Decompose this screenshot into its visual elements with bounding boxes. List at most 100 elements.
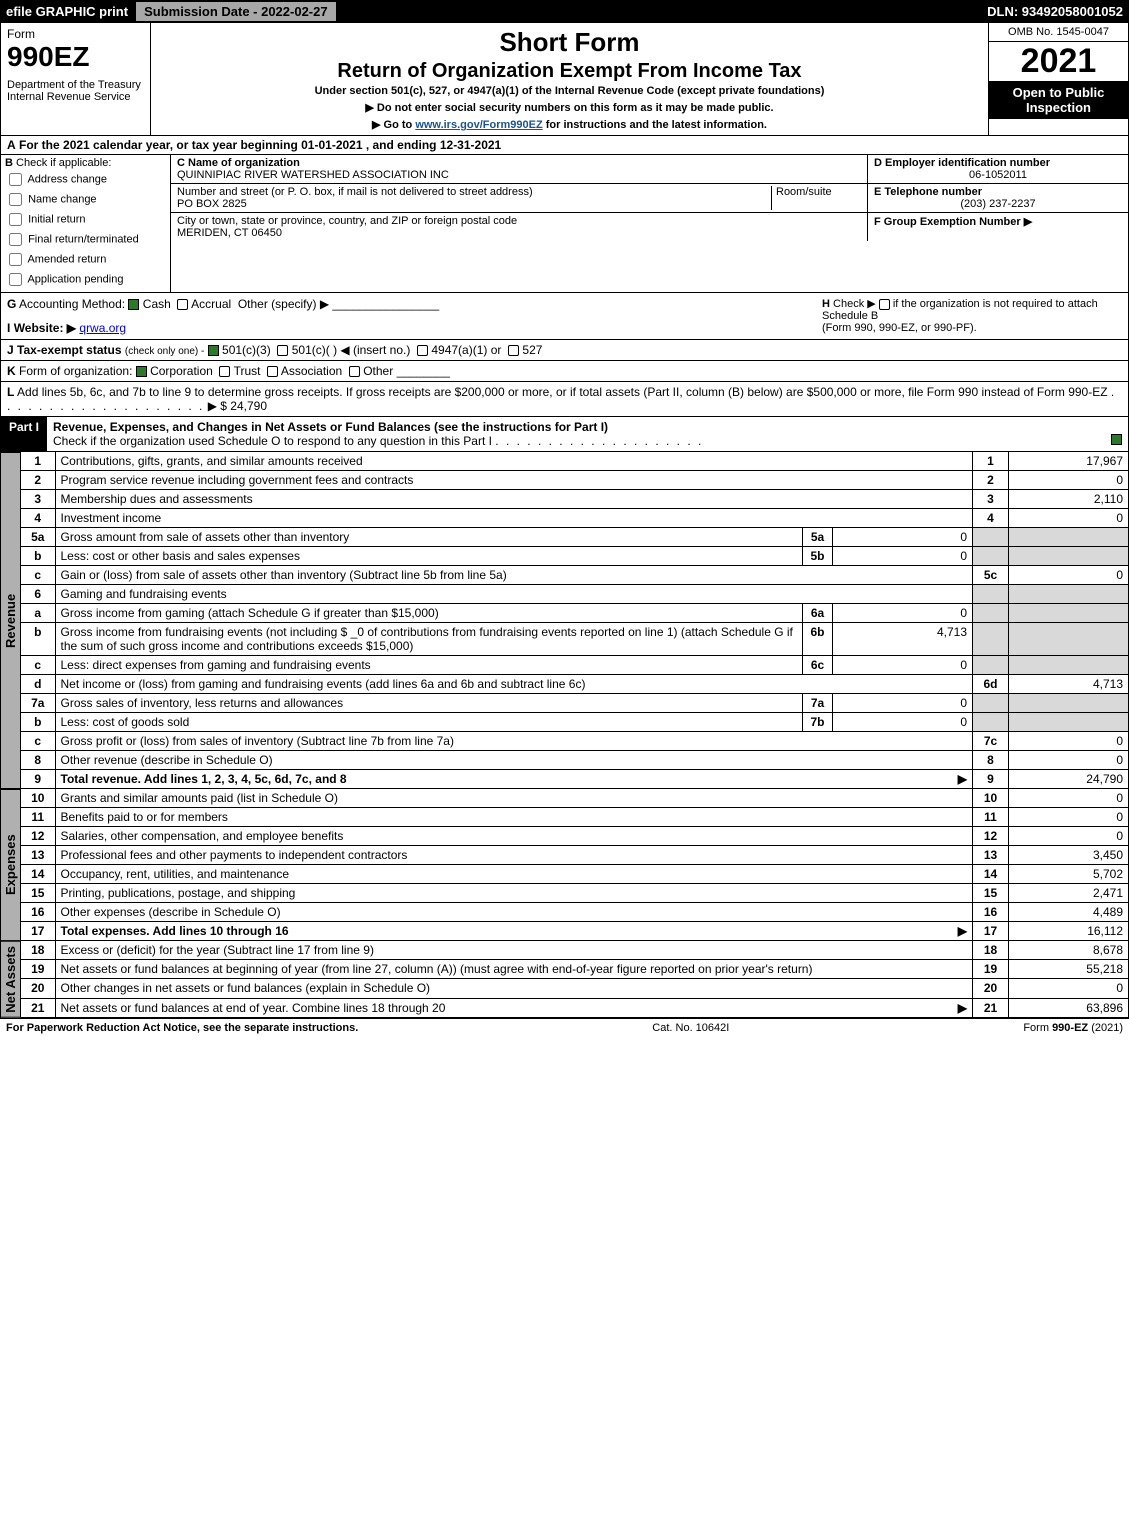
k-o1: Corporation [150,364,213,378]
note-goto: ▶ Go to www.irs.gov/Form990EZ for instru… [159,118,980,131]
rnum-shade [973,623,1009,656]
line-desc: Occupancy, rent, utilities, and maintena… [55,865,973,884]
e-label: E Telephone number [874,186,1122,198]
line-row: cGross profit or (loss) from sales of in… [21,732,1129,751]
right-value: 0 [1009,979,1129,998]
letter-j: J [7,343,14,357]
opt-final-return[interactable]: Final return/terminated [5,230,166,249]
letter-h: H [822,298,830,310]
line-number: 20 [21,979,55,998]
mid-value: 0 [833,547,973,566]
vtab-revenue: Revenue [1,452,21,789]
header-center: Short Form Return of Organization Exempt… [151,23,988,135]
l-amount: 24,790 [230,399,267,413]
revenue-table: 1Contributions, gifts, grants, and simil… [21,452,1129,789]
line-desc: Benefits paid to or for members [55,808,973,827]
irs-link[interactable]: www.irs.gov/Form990EZ [415,119,542,131]
line-row: 12Salaries, other compensation, and empl… [21,827,1129,846]
line-number: 15 [21,884,55,903]
row-k: K Form of organization: Corporation Trus… [0,361,1129,382]
line-number: a [21,604,55,623]
line-number: 1 [21,452,55,471]
rnum-shade [973,547,1009,566]
right-value: 0 [1009,789,1129,808]
line-row: cLess: direct expenses from gaming and f… [21,656,1129,675]
line-desc: Printing, publications, postage, and shi… [55,884,973,903]
letter-g: G [7,297,16,311]
right-value: 3,450 [1009,846,1129,865]
opt-initial-return[interactable]: Initial return [5,210,166,229]
netassets-table: 18Excess or (deficit) for the year (Subt… [21,941,1129,1018]
ein: 06-1052011 [874,169,1122,181]
line-number: 8 [21,751,55,770]
rval-shade [1009,604,1129,623]
part1-dots [495,434,703,448]
line-number: 12 [21,827,55,846]
right-line-number: 7c [973,732,1009,751]
mid-value: 0 [833,528,973,547]
line-number: 13 [21,846,55,865]
telephone: (203) 237-2237 [874,198,1122,210]
rval-shade [1009,694,1129,713]
mid-label: 5b [803,547,833,566]
line-desc: Gross income from gaming (attach Schedul… [55,604,803,623]
opt-name-change[interactable]: Name change [5,190,166,209]
line-row: aGross income from gaming (attach Schedu… [21,604,1129,623]
footer-right: Form 990-EZ (2021) [1023,1022,1123,1034]
part1-checkline: Check if the organization used Schedule … [53,434,492,448]
line-desc: Less: cost or other basis and sales expe… [55,547,803,566]
rnum-shade [973,694,1009,713]
right-value: 0 [1009,471,1129,490]
line-number: 16 [21,903,55,922]
line-number: 11 [21,808,55,827]
line-desc: Other revenue (describe in Schedule O) [55,751,973,770]
line-desc: Gross amount from sale of assets other t… [55,528,803,547]
page-footer: For Paperwork Reduction Act Notice, see … [0,1018,1129,1037]
right-line-number: 20 [973,979,1009,998]
top-bar: efile GRAPHIC print Submission Date - 20… [0,0,1129,23]
line-number: 6 [21,585,55,604]
line-row: 13Professional fees and other payments t… [21,846,1129,865]
j-o1: 501(c)(3) [222,343,271,357]
right-line-number: 19 [973,960,1009,979]
rnum-shade [973,604,1009,623]
line-desc: Gross sales of inventory, less returns a… [55,694,803,713]
right-line-number: 6d [973,675,1009,694]
part1-label: Part I [1,417,47,451]
mid-value: 4,713 [833,623,973,656]
d-label: D Employer identification number [874,157,1122,169]
right-line-number: 2 [973,471,1009,490]
dln: DLN: 93492058001052 [987,4,1123,19]
right-value: 5,702 [1009,865,1129,884]
line-number: 4 [21,509,55,528]
omb-number: OMB No. 1545-0047 [989,23,1128,42]
name-block: C Name of organization QUINNIPIAC RIVER … [171,155,868,241]
opt-address-change[interactable]: Address change [5,170,166,189]
right-value: 2,471 [1009,884,1129,903]
line-desc: Other changes in net assets or fund bala… [55,979,973,998]
right-line-number: 16 [973,903,1009,922]
opt-amended-return[interactable]: Amended return [5,250,166,269]
line-row: 4Investment income40 [21,509,1129,528]
line-row: 6Gaming and fundraising events [21,585,1129,604]
line-row: 7aGross sales of inventory, less returns… [21,694,1129,713]
right-line-number: 1 [973,452,1009,471]
line-desc: Net assets or fund balances at end of ye… [55,998,973,1017]
submission-date: Submission Date - 2022-02-27 [136,2,336,21]
right-line-number: 21 [973,998,1009,1017]
j-501c3-icon [208,345,219,356]
right-line-number: 18 [973,941,1009,960]
line-row: 14Occupancy, rent, utilities, and mainte… [21,865,1129,884]
j-o2: 501(c)( ) ◀ (insert no.) [292,343,411,357]
rnum-shade [973,528,1009,547]
h-text3: (Form 990, 990-EZ, or 990-PF). [822,322,977,334]
website-label: Website: ▶ [14,321,76,335]
vtab-netassets: Net Assets [1,941,21,1018]
right-line-number: 10 [973,789,1009,808]
website-link[interactable]: qrwa.org [79,321,126,335]
row-l: L Add lines 5b, 6c, and 7b to line 9 to … [0,382,1129,417]
line-row: bLess: cost of goods sold7b0 [21,713,1129,732]
right-line-number: 15 [973,884,1009,903]
form-header: Form 990EZ Department of the Treasury In… [0,23,1129,136]
opt-application-pending[interactable]: Application pending [5,270,166,289]
